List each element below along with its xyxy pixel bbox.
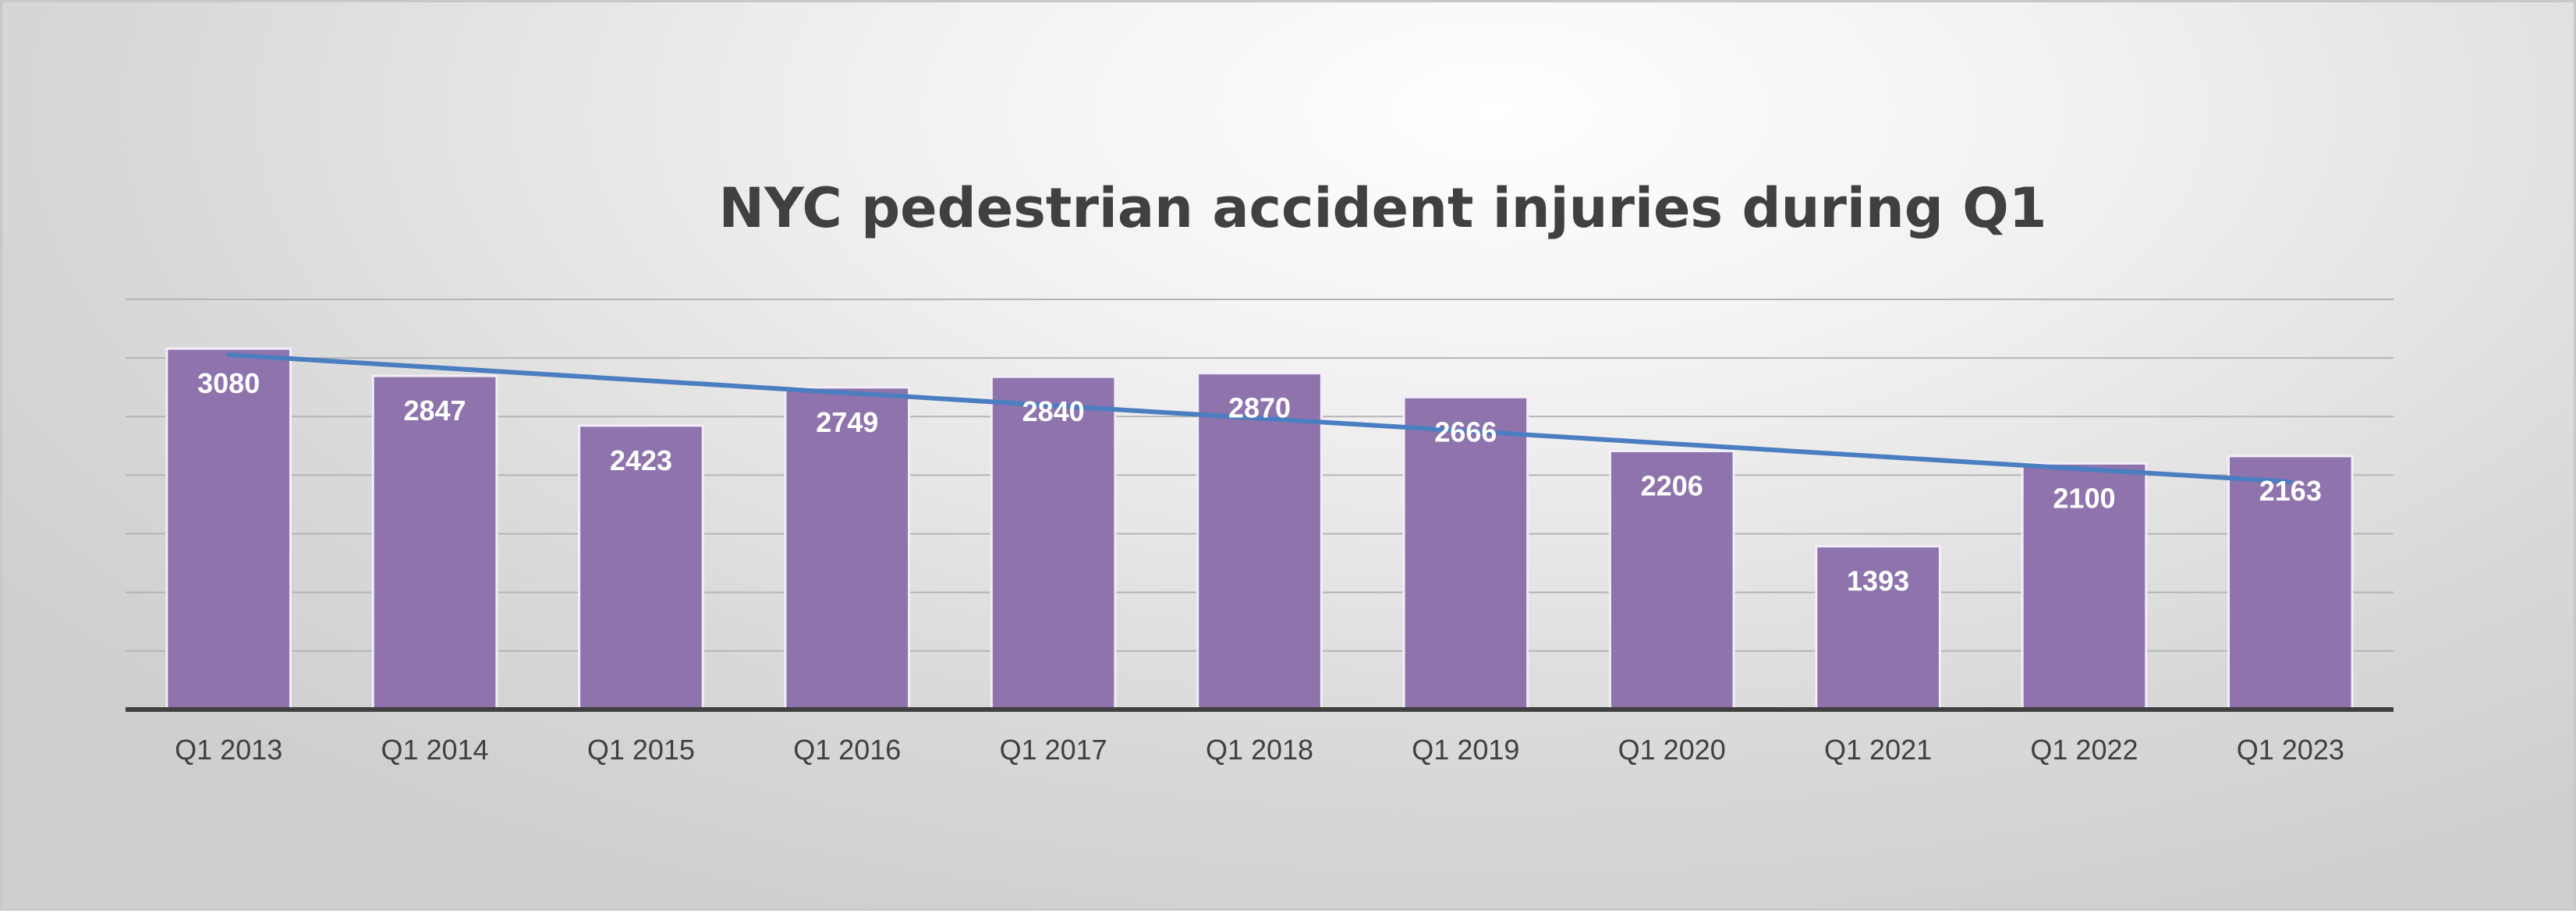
- bars: [165, 347, 2354, 711]
- x-tick-label: Q1 2016: [793, 734, 901, 766]
- data-label: 1393: [1847, 565, 1909, 597]
- bar: [784, 386, 911, 711]
- data-labels: 3080 2847 2423 2749 2840 2870 2666 2206 1393 2100…: [197, 367, 2322, 597]
- bar: [1402, 395, 1529, 711]
- data-label: 2847: [403, 395, 466, 426]
- x-tick-label: Q1 2019: [1412, 734, 1519, 766]
- x-tick-label: Q1 2021: [1824, 734, 1932, 766]
- bar: [578, 424, 704, 711]
- x-tick-label: Q1 2017: [1000, 734, 1107, 766]
- x-tick-label: Q1 2022: [2030, 734, 2138, 766]
- data-label: 2870: [1228, 392, 1291, 424]
- x-tick-label: Q1 2015: [587, 734, 695, 766]
- bar: [990, 375, 1117, 711]
- data-label: 3080: [197, 367, 260, 399]
- bar: [2227, 455, 2354, 711]
- data-label: 2840: [1022, 395, 1085, 427]
- data-label: 2666: [1434, 416, 1497, 448]
- bar: [371, 374, 498, 711]
- bar: [1608, 449, 1735, 711]
- bar: [2021, 462, 2148, 711]
- x-tick-label: Q1 2020: [1618, 734, 1726, 766]
- x-tick-label: Q1 2013: [175, 734, 282, 766]
- x-tick-label: Q1 2018: [1206, 734, 1313, 766]
- bar: [1196, 372, 1323, 711]
- data-label: 2206: [1641, 469, 1703, 501]
- x-tick-label: Q1 2014: [381, 734, 488, 766]
- data-label: 2100: [2053, 482, 2115, 514]
- x-axis-tick-labels: Q1 2013 Q1 2014 Q1 2015 Q1 2016 Q1 2017 Q1 20…: [175, 734, 2344, 766]
- x-tick-label: Q1 2023: [2237, 734, 2344, 766]
- data-label: 2163: [2259, 475, 2322, 507]
- chart-title: NYC pedestrian accident injuries during …: [719, 176, 2047, 240]
- bar: [165, 347, 292, 711]
- data-label: 2749: [816, 406, 878, 438]
- trendline-layer: [226, 352, 2293, 484]
- trendline: [226, 352, 2293, 484]
- data-label: 2423: [610, 444, 672, 476]
